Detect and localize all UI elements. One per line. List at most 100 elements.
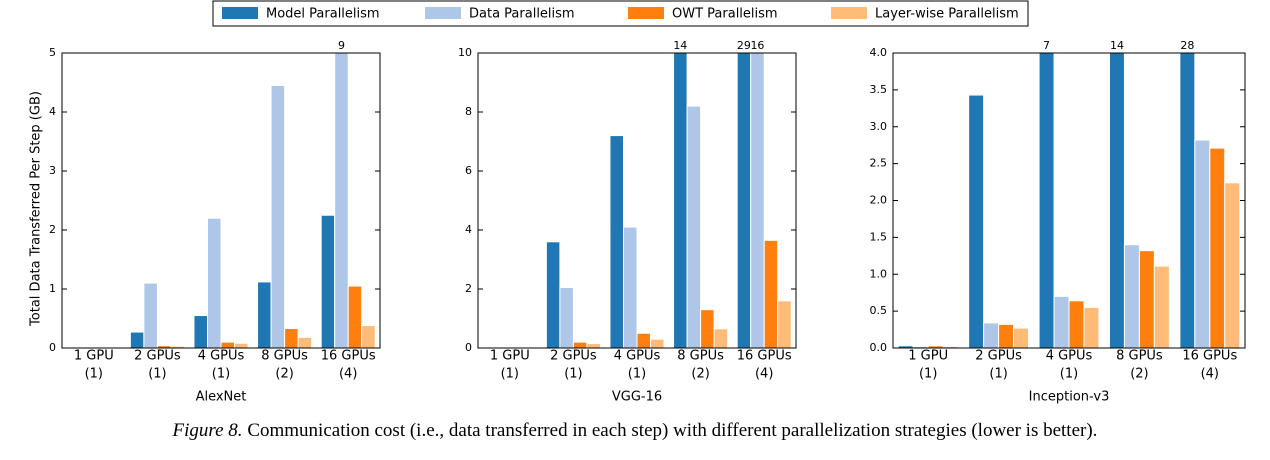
legend-label: Model Parallelism bbox=[266, 7, 380, 22]
bar bbox=[334, 53, 349, 348]
bar bbox=[998, 323, 1015, 348]
subplot: 14 29 16 0 2 4 6 8 10 1 GPU (1) 2 GPUs (1) 4 GPUs (1) 8… bbox=[458, 39, 797, 405]
bar bbox=[1038, 53, 1055, 348]
bar bbox=[545, 241, 561, 348]
bar bbox=[713, 328, 729, 348]
legend-box bbox=[212, 0, 1029, 27]
value-label: 14 bbox=[673, 39, 687, 52]
bar bbox=[1138, 250, 1155, 348]
y-axis-label: Total Data Transferred Per Step (GB) bbox=[29, 91, 44, 327]
bar bbox=[270, 84, 286, 348]
bar bbox=[686, 105, 702, 348]
x-tick-label: (2) bbox=[1130, 367, 1148, 382]
y-tick-label: 0.0 bbox=[870, 341, 888, 354]
bar bbox=[736, 53, 752, 348]
x-tick-label: 4 GPUs bbox=[198, 349, 245, 364]
bar bbox=[673, 53, 688, 348]
x-tick-label: (1) bbox=[212, 367, 230, 382]
value-label: 7 bbox=[1043, 39, 1050, 52]
x-tick-label: (4) bbox=[339, 367, 357, 382]
bar bbox=[1083, 306, 1100, 348]
bar bbox=[1013, 327, 1030, 348]
bar bbox=[572, 341, 588, 348]
bar bbox=[1209, 147, 1226, 348]
caption-label: Figure 8. bbox=[172, 420, 243, 441]
bar bbox=[129, 331, 145, 348]
bar bbox=[361, 325, 376, 348]
value-label: 14 bbox=[1110, 39, 1124, 52]
bar bbox=[206, 217, 222, 348]
y-tick-label: 4.0 bbox=[870, 46, 888, 59]
bar bbox=[559, 287, 574, 348]
bar bbox=[1224, 182, 1241, 348]
y-tick-label: 2.0 bbox=[870, 194, 888, 207]
x-tick-label: 8 GPUs bbox=[677, 349, 724, 364]
bar bbox=[983, 322, 1000, 348]
caption: Figure 8. Communication cost (i.e., data… bbox=[172, 420, 1098, 441]
bar bbox=[650, 338, 665, 348]
legend-swatch bbox=[425, 7, 461, 19]
bar-group bbox=[545, 53, 792, 348]
legend-label: Data Parallelism bbox=[469, 7, 575, 22]
x-tick-label: 16 GPUs bbox=[1182, 349, 1237, 364]
bar bbox=[284, 328, 299, 348]
y-tick-label: 0 bbox=[49, 341, 56, 354]
x-tick-label: (1) bbox=[919, 367, 937, 382]
x-tick-label: 16 GPUs bbox=[737, 349, 792, 364]
y-tick-label: 0 bbox=[465, 341, 472, 354]
legend-swatch bbox=[222, 7, 258, 19]
x-axis-label: VGG-16 bbox=[612, 390, 662, 405]
bar bbox=[622, 226, 638, 348]
value-label: 28 bbox=[1180, 39, 1194, 52]
y-tick-label: 0.5 bbox=[870, 304, 888, 317]
legend-label: Layer-wise Parallelism bbox=[875, 7, 1019, 22]
x-tick-label: 4 GPUs bbox=[614, 349, 661, 364]
axes-frame bbox=[892, 52, 1246, 349]
bar bbox=[968, 94, 985, 348]
x-tick-label: (4) bbox=[755, 367, 773, 382]
bar-group bbox=[129, 53, 376, 348]
x-tick-label: 8 GPUs bbox=[1116, 349, 1163, 364]
bar bbox=[297, 336, 313, 348]
x-tick-label: (2) bbox=[691, 367, 709, 382]
x-tick-label: 1 GPU bbox=[490, 349, 530, 364]
bar bbox=[257, 281, 272, 348]
x-tick-label: (4) bbox=[1201, 367, 1219, 382]
y-tick-label: 1.0 bbox=[870, 267, 888, 280]
bar bbox=[1053, 295, 1070, 348]
bar bbox=[609, 135, 624, 348]
y-tick-label: 4 bbox=[49, 105, 56, 118]
bar bbox=[1068, 300, 1085, 348]
subplot: 9 0 1 2 3 4 5 1 GPU (1) 2 GPUs (1) 4 GPUs (1) 8 GPUs (… bbox=[29, 39, 381, 405]
bar-group bbox=[897, 53, 1241, 348]
x-tick-label: (1) bbox=[564, 367, 582, 382]
y-tick-label: 3.5 bbox=[870, 83, 888, 96]
y-tick-label: 10 bbox=[458, 46, 472, 59]
x-tick-label: (1) bbox=[85, 367, 103, 382]
bar bbox=[220, 341, 236, 348]
x-tick-label: 2 GPUs bbox=[134, 349, 181, 364]
y-tick-label: 6 bbox=[465, 164, 472, 177]
x-tick-label: 1 GPU bbox=[908, 349, 948, 364]
bar bbox=[234, 342, 249, 348]
y-tick-label: 4 bbox=[465, 223, 472, 236]
subplot: 7 14 28 0.0 0.5 1.0 1.5 2.0 2.5 3.0 3.5 4.0 1 GPU (1)… bbox=[870, 39, 1246, 405]
bar bbox=[143, 282, 158, 348]
y-tick-label: 1 bbox=[49, 282, 56, 295]
y-tick-label: 3.0 bbox=[870, 120, 888, 133]
bar bbox=[320, 214, 336, 348]
bar bbox=[347, 285, 363, 348]
y-tick-label: 2.5 bbox=[870, 157, 888, 170]
bar bbox=[1108, 53, 1125, 348]
x-tick-label: 2 GPUs bbox=[550, 349, 597, 364]
x-tick-label: (1) bbox=[989, 367, 1007, 382]
value-label: 29 bbox=[737, 39, 751, 52]
y-tick-label: 2 bbox=[49, 223, 56, 236]
bar bbox=[1194, 139, 1211, 348]
y-tick-label: 5 bbox=[49, 46, 56, 59]
legend: Model Parallelism Data Parallelism OWT Par… bbox=[212, 0, 1029, 27]
x-tick-label: 8 GPUs bbox=[261, 349, 308, 364]
y-tick-label: 2 bbox=[465, 282, 472, 295]
legend-swatch bbox=[831, 7, 867, 19]
x-axis-label: AlexNet bbox=[196, 390, 247, 405]
